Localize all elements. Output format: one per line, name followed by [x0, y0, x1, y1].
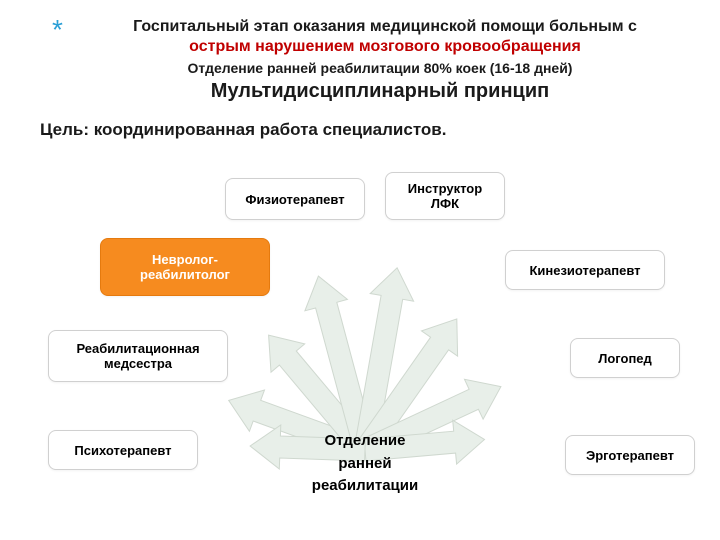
node-neurologist: Невролог- реабилитолог — [100, 238, 270, 296]
heading: Мультидисциплинарный принцип — [120, 80, 640, 103]
arrow-icon — [354, 268, 413, 452]
node-lfk-line2: ЛФК — [431, 196, 459, 211]
node-neuro-line1: Невролог- — [152, 252, 218, 267]
node-nurse-line1: Реабилитационная — [76, 341, 199, 356]
title-line-2: острым нарушением мозгового кровообращен… — [85, 38, 685, 56]
node-ergotherapist: Эрготерапевт — [565, 435, 695, 475]
subtitle: Отделение ранней реабилитации 80% коек (… — [120, 60, 640, 76]
node-nurse-line2: медсестра — [104, 356, 172, 371]
node-rehab-nurse: Реабилитационная медсестра — [48, 330, 228, 382]
center-line1: Отделение — [325, 432, 406, 449]
center-label: Отделение ранней реабилитации — [290, 430, 440, 498]
center-line3: реабилитации — [312, 477, 418, 494]
node-lfk-instructor: Инструктор ЛФК — [385, 172, 505, 220]
node-physiotherapist: Физиотерапевт — [225, 178, 365, 220]
goal-text: Цель: координированная работа специалист… — [40, 120, 446, 140]
node-neuro-line2: реабилитолог — [140, 267, 230, 282]
center-line2: ранней — [338, 455, 391, 472]
arrow-icon — [305, 276, 376, 453]
node-kinesiotherapist: Кинезиотерапевт — [505, 250, 665, 290]
node-lfk-line1: Инструктор — [408, 181, 482, 196]
asterisk-icon: * — [52, 14, 63, 46]
node-psychotherapist: Психотерапевт — [48, 430, 198, 470]
title-line-1: Госпитальный этап оказания медицинской п… — [85, 18, 685, 36]
node-speech-therapist: Логопед — [570, 338, 680, 378]
slide: * Госпитальный этап оказания медицинской… — [0, 0, 720, 540]
